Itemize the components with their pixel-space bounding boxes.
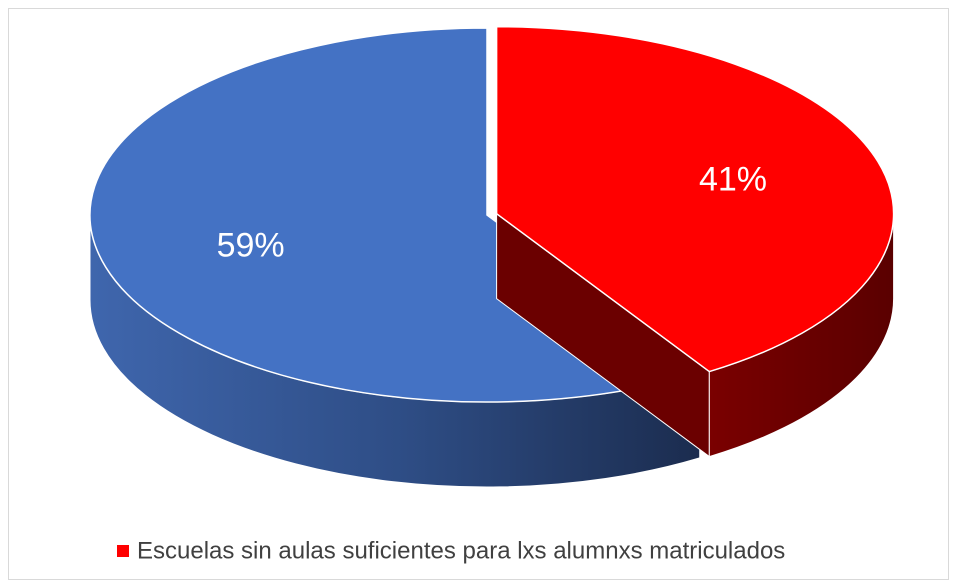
data-label: 59% bbox=[217, 226, 285, 264]
data-label: 41% bbox=[699, 160, 767, 198]
slice: 41% bbox=[495, 25, 895, 458]
legend-label: Escuelas sin aulas suficientes para lxs … bbox=[137, 537, 785, 564]
slice-top bbox=[495, 25, 895, 373]
pie: 59% 41% bbox=[89, 25, 895, 488]
legend: Escuelas sin aulas suficientes para lxs … bbox=[117, 537, 785, 564]
legend-swatch bbox=[117, 545, 129, 557]
